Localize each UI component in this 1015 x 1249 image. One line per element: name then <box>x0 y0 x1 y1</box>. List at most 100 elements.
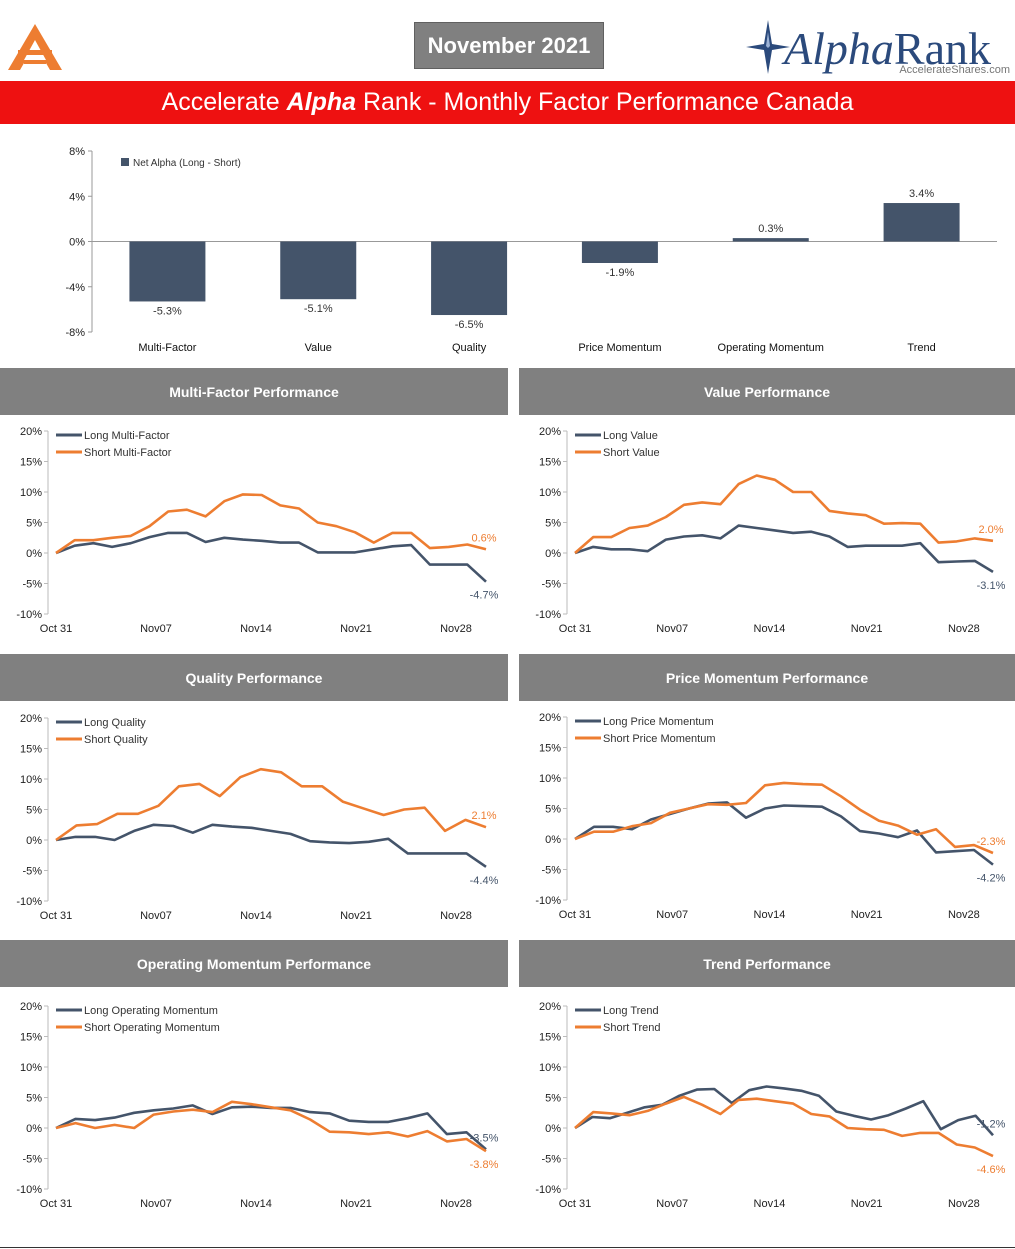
x-tick-label: Oct 31 <box>559 1198 591 1210</box>
series-line <box>574 1095 994 1158</box>
legend-label: Net Alpha (Long - Short) <box>133 158 241 169</box>
y-tick-label: 4% <box>69 191 85 203</box>
bar <box>129 241 206 302</box>
y-tick-label: 0% <box>545 1123 561 1135</box>
y-tick-label: 0% <box>545 834 561 846</box>
legend-swatch <box>121 158 129 166</box>
x-tick-label: Oct 31 <box>40 910 72 922</box>
legend-label: Long Trend <box>603 1005 659 1017</box>
y-tick-label: 0% <box>26 548 42 560</box>
x-tick-label: Nov28 <box>948 1198 980 1210</box>
y-tick-label: -5% <box>541 1154 561 1166</box>
y-tick-label: -10% <box>16 609 42 621</box>
operating-momentum-line-chart: 20% 15% 10% 5% 0% -5% -10% Oct 31 Nov07 Nov14 Nov2… <box>16 1001 499 1210</box>
y-tick-label: -10% <box>535 609 561 621</box>
y-tick-label: 20% <box>539 1001 561 1013</box>
price-momentum-line-chart: 20% 15% 10% 5% 0% -5% -10% Oct 31 Nov07 Nov14 Nov2… <box>535 712 1006 921</box>
x-tick-label: Nov14 <box>754 623 786 635</box>
legend-label: Long Quality <box>84 717 146 729</box>
x-tick-label: Nov21 <box>851 1198 883 1210</box>
bar <box>431 241 508 316</box>
x-tick-label: Nov07 <box>656 1198 688 1210</box>
y-tick-label: 5% <box>26 1093 42 1105</box>
title-emph: Alpha <box>286 88 357 116</box>
series-line <box>574 1085 994 1137</box>
date-badge: November 2021 <box>414 22 604 69</box>
y-tick-label: 0% <box>545 548 561 560</box>
x-tick-label: Nov28 <box>948 623 980 635</box>
quality-line-chart: 20% 15% 10% 5% 0% -5% -10% Oct 31 Nov07 Nov14 Nov2… <box>16 713 498 922</box>
series-line <box>574 781 994 855</box>
y-tick-label: 10% <box>20 1062 42 1074</box>
y-tick-label: -5% <box>22 1154 42 1166</box>
x-tick-label: Nov21 <box>340 1198 372 1210</box>
panel-header-multi-factor: Multi-Factor Performance <box>0 368 508 415</box>
x-tick-label: Nov14 <box>754 1198 786 1210</box>
y-tick-label: -4% <box>65 282 85 294</box>
report-title: Accelerate Alpha Rank - Monthly Factor P… <box>0 81 1015 124</box>
x-tick-label: Nov28 <box>440 623 472 635</box>
y-tick-label: -10% <box>16 1184 42 1196</box>
category-label: Multi-Factor <box>138 342 196 354</box>
series-line <box>574 524 994 574</box>
x-tick-label: Nov07 <box>140 1198 172 1210</box>
legend-label: Short Operating Momentum <box>84 1022 220 1034</box>
x-tick-label: Nov28 <box>440 910 472 922</box>
x-tick-label: Nov21 <box>340 910 372 922</box>
bar <box>581 241 658 263</box>
title-suffix: Rank - Monthly Factor Performance Canada <box>356 88 854 116</box>
end-value-label: -3.1% <box>977 580 1006 592</box>
end-value-label: -4.6% <box>977 1164 1006 1176</box>
data-label: -5.3% <box>153 305 182 317</box>
end-value-label: -3.8% <box>470 1159 499 1171</box>
y-tick-label: 15% <box>20 1032 42 1044</box>
x-tick-label: Nov14 <box>240 623 272 635</box>
x-tick-label: Nov07 <box>656 623 688 635</box>
category-label: Value <box>305 342 332 354</box>
data-label: 3.4% <box>909 188 934 200</box>
y-tick-label: 20% <box>539 712 561 724</box>
end-value-label: -4.2% <box>977 873 1006 885</box>
y-tick-label: 15% <box>539 743 561 755</box>
bar <box>732 238 809 242</box>
end-value-label: -1.2% <box>977 1118 1006 1130</box>
x-tick-label: Nov07 <box>140 910 172 922</box>
legend-label: Long Value <box>603 430 658 442</box>
net-alpha-bar-chart: 8% 4% 0% -4% -8% Net Alpha (Long - Short) -5.3… <box>65 146 997 354</box>
y-tick-label: 20% <box>539 426 561 438</box>
brand-rank: Rank <box>893 23 991 74</box>
data-label: -6.5% <box>455 319 484 331</box>
x-tick-label: Oct 31 <box>559 623 591 635</box>
y-tick-label: 20% <box>20 713 42 725</box>
category-label: Quality <box>452 342 487 354</box>
y-tick-label: 15% <box>539 457 561 469</box>
panel-header-price-momentum: Price Momentum Performance <box>519 654 1015 701</box>
end-value-label: 2.0% <box>978 524 1003 536</box>
series-line <box>574 801 994 866</box>
series-line <box>55 1104 487 1151</box>
data-label: -1.9% <box>606 267 635 279</box>
y-tick-label: 10% <box>20 774 42 786</box>
y-tick-label: 5% <box>545 1093 561 1105</box>
x-tick-label: Nov07 <box>140 623 172 635</box>
x-tick-label: Nov07 <box>656 909 688 921</box>
x-tick-label: Nov28 <box>440 1198 472 1210</box>
series-line <box>55 493 487 555</box>
y-tick-label: -10% <box>535 1184 561 1196</box>
y-tick-label: 0% <box>69 237 85 249</box>
x-tick-label: Nov21 <box>340 623 372 635</box>
y-tick-label: 10% <box>539 773 561 785</box>
legend-label: Long Multi-Factor <box>84 430 170 442</box>
x-tick-label: Nov14 <box>240 1198 272 1210</box>
compass-star-icon <box>746 20 790 74</box>
legend-label: Short Trend <box>603 1022 660 1034</box>
legend-label: Long Price Momentum <box>603 716 714 728</box>
end-value-label: 0.6% <box>471 532 496 544</box>
panel-header-operating-momentum: Operating Momentum Performance <box>0 940 508 987</box>
series-line <box>574 474 994 554</box>
y-tick-label: 10% <box>539 1062 561 1074</box>
category-label: Trend <box>907 342 935 354</box>
alpharank-logo: AlphaRank AccelerateShares.com <box>744 18 1012 80</box>
y-tick-label: 15% <box>20 744 42 756</box>
x-tick-label: Oct 31 <box>40 623 72 635</box>
